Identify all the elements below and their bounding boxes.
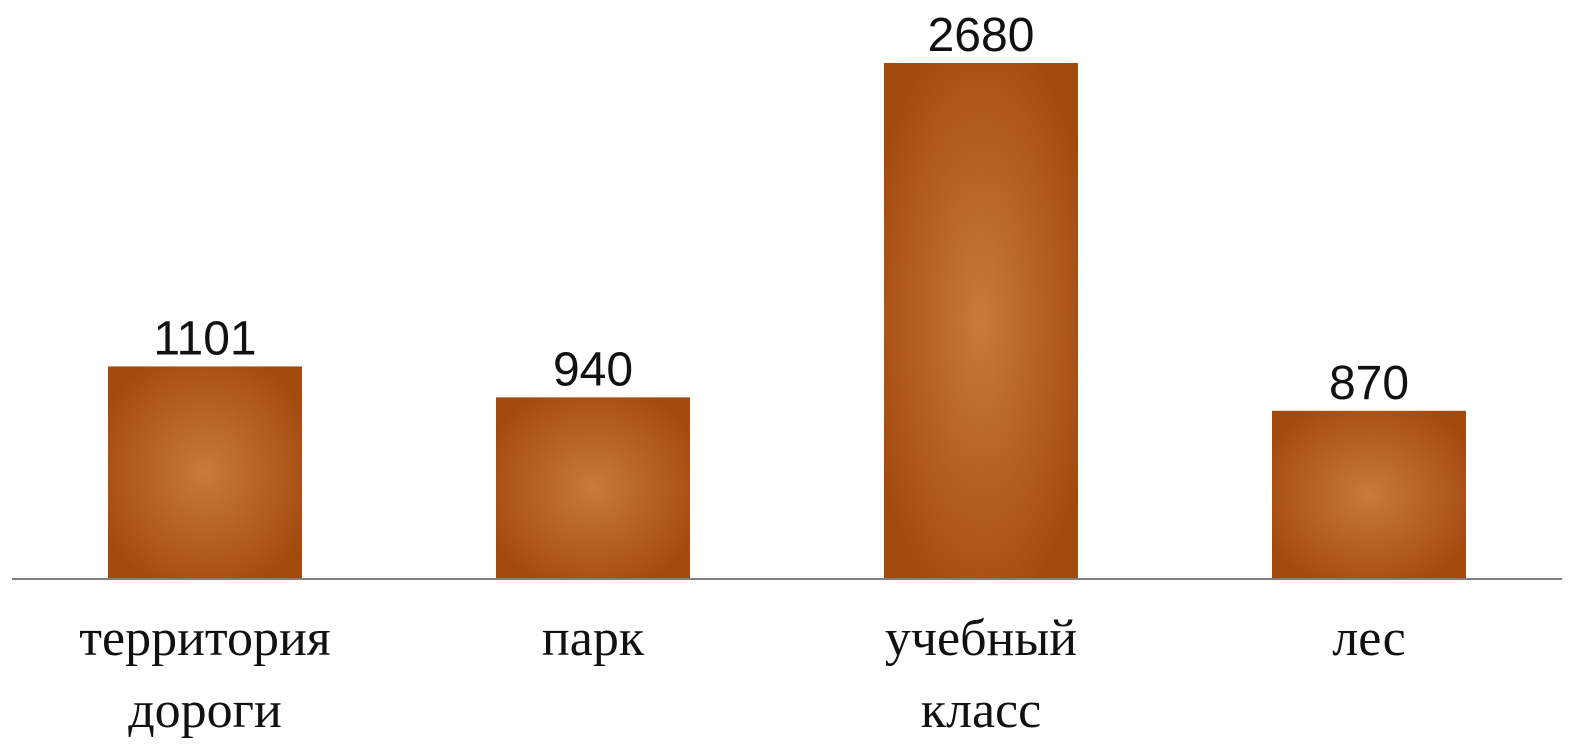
labels-group: 1101 территория дороги 940 парк 2680 учебный кл…: [79, 9, 1409, 739]
bar-4: [1272, 410, 1466, 578]
data-label-2: 940: [553, 343, 633, 396]
category-label-2-line-1: парк: [542, 610, 645, 667]
data-label-3: 2680: [928, 9, 1035, 62]
data-label-1: 1101: [153, 312, 256, 365]
category-label-1-line-2: дороги: [128, 682, 282, 739]
bar-1: [108, 366, 302, 578]
category-label-3-line-2: класс: [921, 682, 1041, 739]
category-label-4-line-1: лес: [1332, 610, 1405, 667]
category-label-1-line-1: территория: [79, 610, 330, 667]
bars-group: [108, 63, 1466, 578]
data-label-4: 870: [1329, 357, 1409, 410]
bar-3: [884, 63, 1078, 578]
category-label-3-line-1: учебный: [885, 610, 1077, 667]
bar-2: [496, 397, 690, 578]
